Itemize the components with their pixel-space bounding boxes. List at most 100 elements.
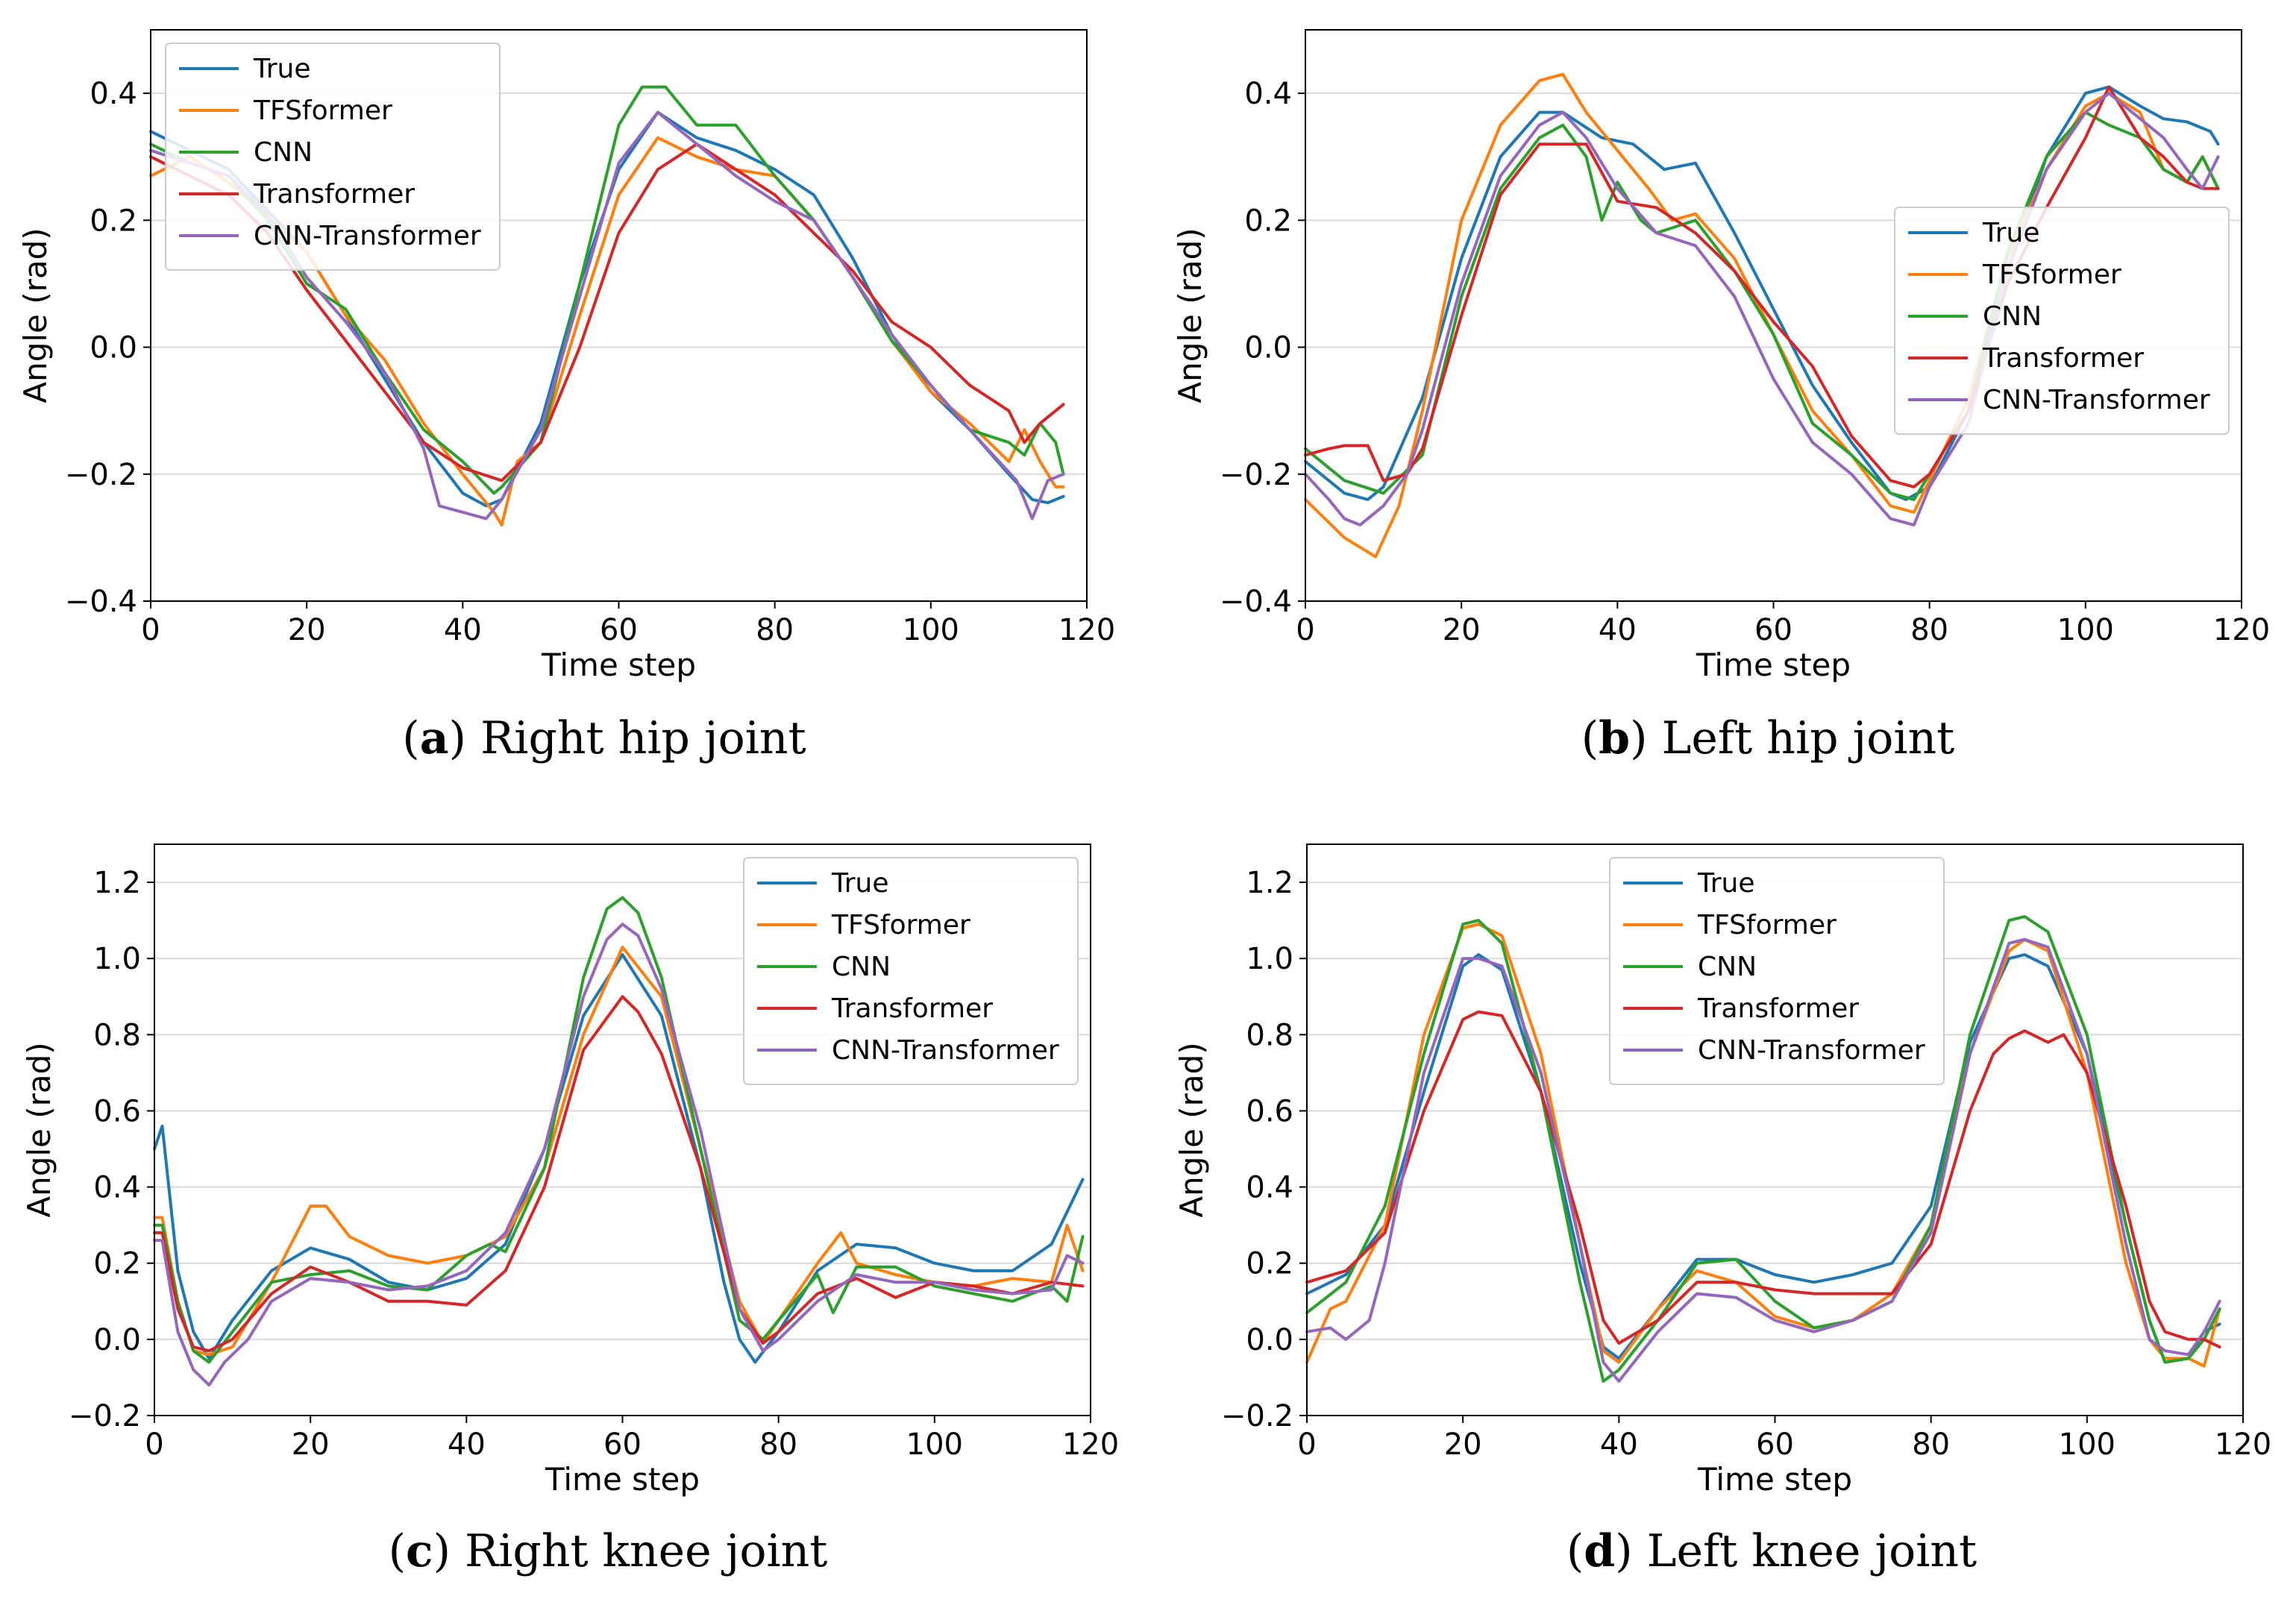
x-tick-label: 20	[1444, 1427, 1482, 1462]
y-tick-label: 0.4	[93, 1171, 141, 1205]
y-tick-label: 1.2	[1246, 866, 1293, 900]
y-tick-label: 1.0	[1246, 942, 1293, 976]
y-tick-label: 0.2	[93, 1247, 141, 1281]
y-tick-label: 0.8	[93, 1018, 141, 1052]
legend-entry: CNN-Transformer	[254, 221, 481, 251]
y-tick-label: 0.2	[90, 204, 137, 238]
legend-entry: CNN	[1698, 952, 1757, 982]
x-tick-label: 20	[1443, 613, 1481, 647]
legend-entry: CNN	[832, 952, 891, 982]
x-tick-label: 80	[756, 613, 794, 647]
x-tick-label: 0	[1297, 1427, 1316, 1462]
x-tick-label: 100	[2059, 1427, 2115, 1462]
legend-entry: Transformer	[1982, 343, 2144, 374]
series-line-transformer	[153, 995, 1085, 1353]
y-tick-label: 0.0	[90, 331, 137, 365]
legend-entry: Transformer	[831, 993, 993, 1024]
series-line-cnn	[149, 85, 1065, 495]
x-tick-label: 40	[1600, 1427, 1638, 1462]
caption-letter: d	[1584, 1525, 1615, 1577]
series-line-cnn-transformer	[1304, 92, 2220, 527]
x-tick-label: 80	[1912, 1427, 1950, 1462]
x-tick-label: 120	[1062, 1427, 1119, 1462]
y-tick-label: 0.8	[1246, 1018, 1293, 1052]
caption-letter: c	[406, 1525, 433, 1577]
series-line-transformer	[1305, 1010, 2221, 1349]
series-line-cnn-transformer	[153, 923, 1085, 1387]
x-tick-label: 0	[1296, 613, 1314, 647]
x-axis-label: Time step	[1697, 1461, 1852, 1498]
chart-panel-d: 0 20 40 60 80 100 120 −0.2 0.0 0.2 0.4 0.6 0.8 1.0 1.2…	[1173, 844, 2271, 1577]
y-tick-label: 0.6	[93, 1094, 141, 1128]
chart-panel-a: 0 20 40 60 80 100 120 −0.4 −0.2 0.0 0.2 0.4 Time ste…	[17, 29, 1115, 764]
panel-caption: (b) Left hip joint	[1581, 712, 1955, 764]
legend-entry: CNN-Transformer	[1983, 385, 2210, 415]
y-tick-label: −0.2	[69, 1399, 141, 1433]
y-tick-label: −0.2	[1220, 458, 1292, 492]
legend-entry: True	[831, 868, 888, 899]
legend-entry: True	[253, 54, 310, 84]
y-tick-label: −0.4	[65, 585, 137, 619]
x-tick-label: 100	[903, 613, 959, 647]
y-tick-label: 0.2	[1246, 1247, 1293, 1281]
x-tick-label: 100	[2057, 613, 2114, 647]
y-axis-label: Angle (rad)	[21, 1042, 57, 1217]
x-tick-label: 40	[448, 1427, 486, 1462]
series-line-true	[1304, 85, 2220, 501]
x-tick-label: 60	[1756, 1427, 1794, 1462]
legend-box	[1609, 857, 1945, 1085]
legend-entry: True	[1982, 218, 2039, 248]
legend-box	[1894, 207, 2230, 435]
x-tick-label: 20	[288, 613, 326, 647]
caption-paren: (	[389, 1525, 406, 1577]
legend-entry: CNN	[1983, 301, 2042, 332]
series-line-tfsformer	[149, 136, 1065, 527]
legend-entry: Transformer	[253, 179, 415, 210]
y-tick-label: 0.0	[1246, 1323, 1293, 1357]
y-tick-label: 0.4	[90, 77, 137, 111]
caption-paren: )	[433, 1525, 465, 1577]
x-tick-label: 80	[1910, 613, 1948, 647]
series-line-cnn	[1304, 110, 2220, 501]
caption-letter: a	[420, 712, 449, 764]
x-tick-label: 0	[141, 613, 160, 647]
caption-paren: (	[1581, 712, 1599, 764]
caption-paren: )	[1630, 712, 1661, 764]
caption-text: Right hip joint	[480, 712, 806, 764]
legend-entry: TFSformer	[1982, 260, 2121, 290]
y-tick-label: 1.0	[93, 942, 141, 976]
y-tick-label: 0.6	[1246, 1094, 1293, 1128]
x-tick-label: 80	[759, 1427, 797, 1462]
caption-letter: b	[1599, 712, 1630, 764]
series-line-cnn-transformer	[149, 110, 1065, 521]
series-line-cnn	[153, 896, 1085, 1364]
x-axis-label: Time step	[1696, 647, 1851, 683]
series-line-cnn	[1305, 915, 2221, 1383]
caption-paren: )	[449, 712, 480, 764]
x-tick-label: 120	[2215, 1427, 2271, 1462]
x-tick-label: 60	[1754, 613, 1792, 647]
caption-paren: (	[402, 712, 419, 764]
y-tick-label: 0.2	[1244, 204, 1292, 238]
legend-entry: TFSformer	[831, 910, 970, 940]
y-tick-label: −0.4	[1220, 585, 1292, 619]
x-axis-label: Time step	[545, 1461, 700, 1498]
y-tick-label: 0.4	[1244, 77, 1292, 111]
x-tick-label: 60	[603, 1427, 642, 1462]
chart-panel-b: 0 20 40 60 80 100 120 −0.4 −0.2 0.0 0.2 0.4 Time ste…	[1172, 29, 2270, 764]
series-line-true	[153, 953, 1085, 1364]
panel-caption: (d) Left knee joint	[1566, 1525, 1977, 1577]
x-tick-label: 40	[1599, 613, 1637, 647]
x-tick-label: 60	[600, 613, 638, 647]
legend-box	[165, 43, 501, 271]
x-tick-label: 20	[292, 1427, 330, 1462]
caption-paren: (	[1566, 1525, 1584, 1577]
caption-text: Left hip joint	[1662, 712, 1955, 764]
caption-paren: )	[1615, 1525, 1646, 1577]
series-line-cnn-transformer	[1305, 937, 2221, 1383]
legend-entry: CNN-Transformer	[832, 1035, 1059, 1066]
y-tick-label: 1.2	[93, 866, 141, 900]
y-axis-label: Angle (rad)	[1172, 227, 1208, 403]
panel-caption: (a) Right hip joint	[402, 712, 806, 764]
